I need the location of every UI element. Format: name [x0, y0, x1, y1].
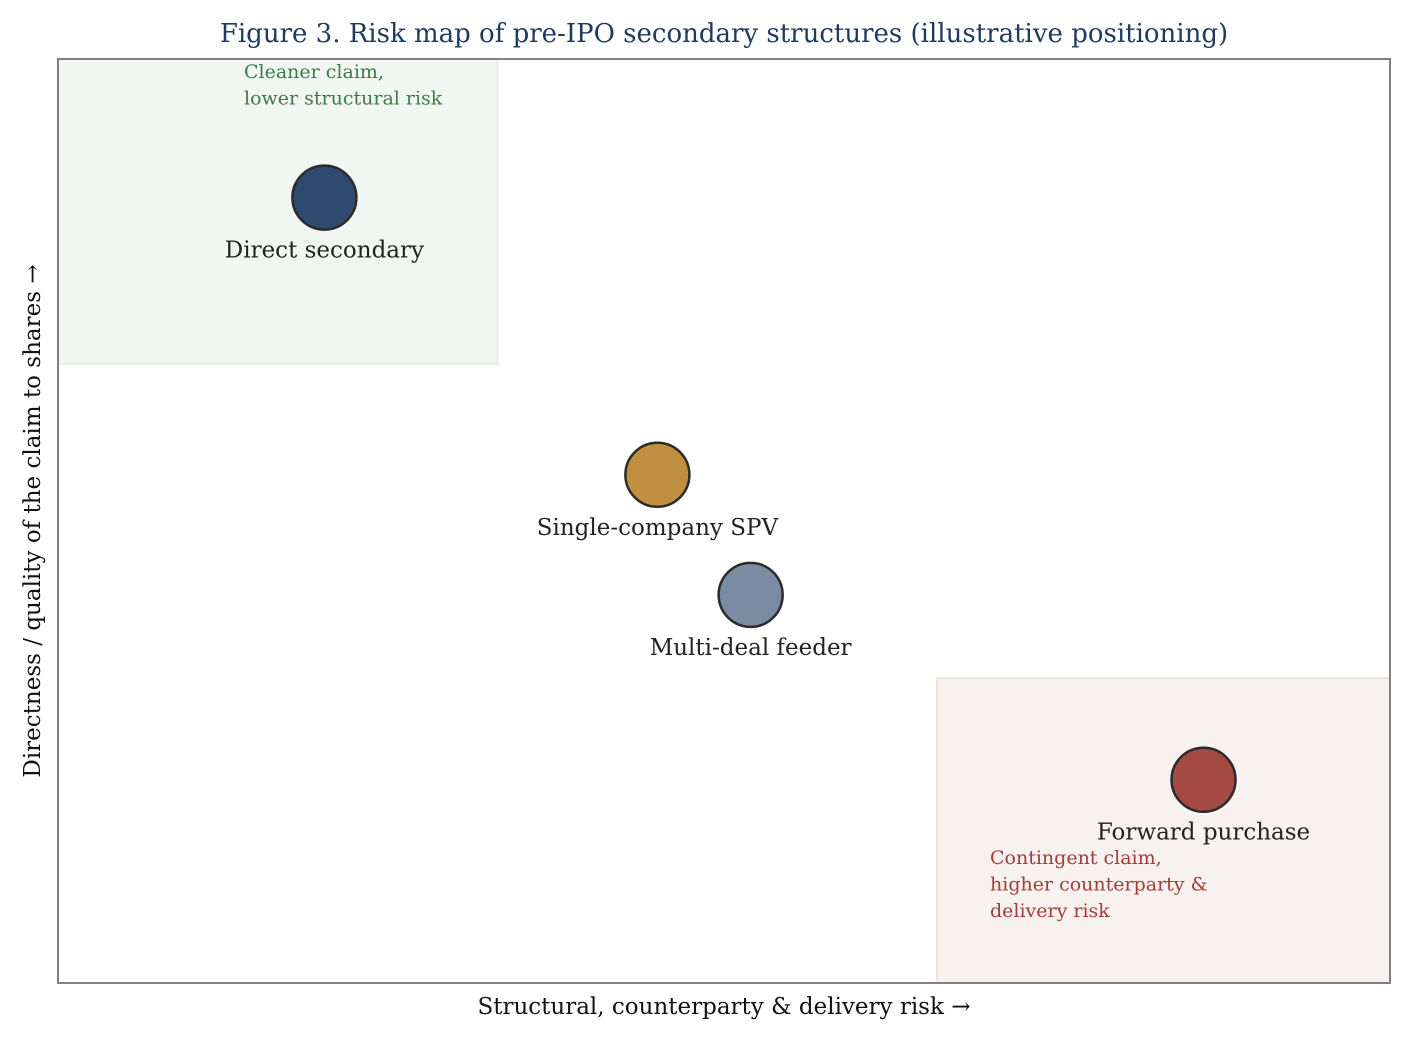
x-axis-label: Structural, counterparty & delivery risk…: [477, 994, 970, 1020]
y-axis-label: Directness / quality of the claim to sha…: [20, 264, 46, 777]
point-label: Multi-deal feeder: [650, 635, 852, 661]
cleaner-zone-note-line: lower structural risk: [244, 88, 443, 110]
zones-layer: Cleaner claim, lower structural risk Conti…: [57, 58, 1391, 985]
point-label: Forward purchase: [1097, 820, 1310, 846]
riskier-zone-note-line: higher counterparty &: [990, 874, 1208, 896]
point-marker: [291, 164, 358, 231]
point-marker: [717, 561, 784, 629]
chart-title: Figure 3. Risk map of pre-IPO secondary …: [220, 19, 1228, 49]
cleaner-zone: [57, 58, 499, 365]
point-marker: [1170, 746, 1237, 813]
point-marker: [624, 441, 691, 509]
plot-frame: [57, 58, 1391, 984]
riskier-zone-note-line: delivery risk: [990, 900, 1110, 922]
point-label: Direct secondary: [225, 238, 424, 264]
point-label: Single-company SPV: [537, 515, 779, 541]
cleaner-zone-note-line: Cleaner claim,: [244, 61, 384, 83]
points-layer: Direct secondary Single-company SPV Multi-…: [225, 164, 1310, 846]
riskier-zone-note-line: Contingent claim,: [990, 847, 1162, 869]
